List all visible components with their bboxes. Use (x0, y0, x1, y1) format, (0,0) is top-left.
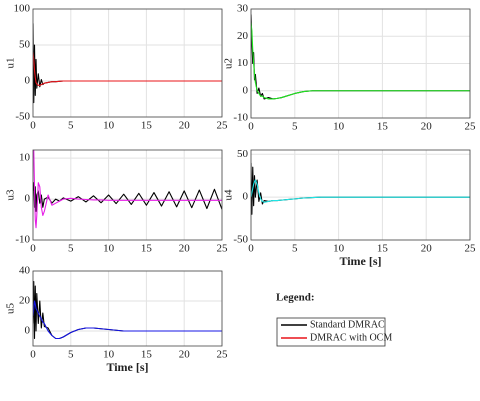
y-tick-label: 0 (25, 325, 31, 337)
x-axis-label: Time [s] (339, 254, 381, 268)
legend-label: DMRAC with OCM (310, 332, 392, 343)
x-tick-label: 5 (68, 120, 74, 132)
x-tick-label: 25 (465, 121, 477, 133)
plot-lines (33, 150, 222, 229)
x-tick-label: 5 (68, 349, 74, 361)
x-tick-label: 15 (141, 349, 153, 361)
x-tick-label: 10 (333, 243, 345, 255)
x-tick-label: 25 (217, 120, 229, 132)
y-tick-label: 0 (25, 75, 31, 87)
y-tick-label: 20 (237, 30, 249, 42)
axes-frame (32, 270, 223, 347)
x-tick-label: 20 (179, 243, 191, 255)
x-tick-label: 25 (465, 243, 477, 255)
x-tick-label: 20 (179, 349, 191, 361)
x-tick-label: 5 (68, 243, 74, 255)
x-tick-label: 20 (179, 120, 191, 132)
y-axis-label: u1 (5, 58, 17, 69)
y-tick-label: -50 (15, 111, 30, 123)
x-tick-label: 20 (421, 243, 433, 255)
x-tick-label: 25 (217, 243, 229, 255)
x-tick-label: 10 (103, 349, 115, 361)
x-tick-label: 25 (217, 349, 229, 361)
x-tick-label: 5 (292, 121, 298, 133)
y-tick-label: -50 (233, 234, 248, 246)
axes-frame (32, 149, 223, 241)
x-axis-label: Time [s] (106, 360, 148, 374)
x-tick-label: 20 (421, 121, 433, 133)
series-line (251, 179, 470, 203)
x-tick-label: 0 (30, 120, 36, 132)
legend-box (276, 317, 386, 347)
y-axis-label: u5 (5, 303, 17, 315)
legend: Legend: Standard DMRAC DMRAC with OCM (276, 292, 392, 347)
x-tick-label: 10 (333, 121, 345, 133)
x-tick-label: 10 (103, 243, 115, 255)
y-tick-label: 100 (14, 3, 31, 15)
y-tick-label: 10 (237, 57, 249, 69)
x-tick-label: 10 (103, 120, 115, 132)
plot-lines (251, 162, 470, 215)
subplot: 0 5 10 15 20 25 0 20 40 u5 Time [s] (5, 265, 228, 374)
plot-area (33, 271, 222, 346)
plot-lines (251, 14, 470, 100)
x-tick-label: 5 (292, 243, 298, 255)
series-line (33, 150, 222, 229)
plot-area (33, 9, 222, 117)
y-axis-label: u2 (223, 58, 235, 69)
y-tick-label: 30 (237, 3, 249, 15)
y-tick-label: 50 (19, 39, 31, 51)
x-tick-label: 15 (141, 120, 153, 132)
legend-label: Standard DMRAC (310, 319, 385, 330)
x-tick-label: 15 (377, 121, 389, 133)
series-line (33, 52, 222, 86)
axes-frame (250, 8, 471, 119)
plot-area (251, 150, 470, 240)
legend-title: Legend: (276, 292, 315, 304)
series-line (33, 300, 222, 340)
y-tick-label: 40 (19, 265, 31, 277)
plot-lines (33, 280, 222, 340)
y-axis-label: u3 (5, 189, 17, 201)
y-axis-label: u4 (223, 189, 235, 201)
y-tick-label: -10 (15, 234, 30, 246)
x-tick-label: 0 (248, 121, 254, 133)
y-tick-label: -10 (233, 112, 248, 124)
x-tick-label: 0 (30, 349, 36, 361)
x-tick-label: 0 (248, 243, 254, 255)
plot-area (33, 150, 222, 240)
y-tick-label: 0 (243, 84, 249, 96)
axes-frame (250, 149, 471, 241)
x-tick-label: 15 (377, 243, 389, 255)
y-tick-label: 50 (237, 148, 249, 160)
y-tick-label: 20 (19, 295, 31, 307)
series-line (251, 22, 470, 100)
x-tick-label: 15 (141, 243, 153, 255)
y-tick-label: 10 (19, 152, 31, 164)
x-tick-label: 0 (30, 243, 36, 255)
plot-lines (33, 23, 222, 104)
y-tick-label: 0 (243, 191, 249, 203)
y-tick-label: 0 (25, 193, 31, 205)
axes-frame (32, 8, 223, 118)
